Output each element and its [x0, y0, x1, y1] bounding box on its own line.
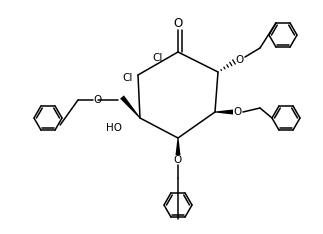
- Text: Cl: Cl: [123, 73, 133, 83]
- Polygon shape: [175, 138, 181, 155]
- Polygon shape: [120, 95, 141, 118]
- Text: O: O: [174, 155, 182, 165]
- Text: HO: HO: [106, 123, 122, 133]
- Text: Cl: Cl: [153, 53, 163, 63]
- Polygon shape: [215, 110, 233, 114]
- Text: O: O: [94, 95, 102, 105]
- Text: O: O: [236, 55, 244, 65]
- Text: O: O: [173, 17, 182, 30]
- Text: O: O: [234, 107, 242, 117]
